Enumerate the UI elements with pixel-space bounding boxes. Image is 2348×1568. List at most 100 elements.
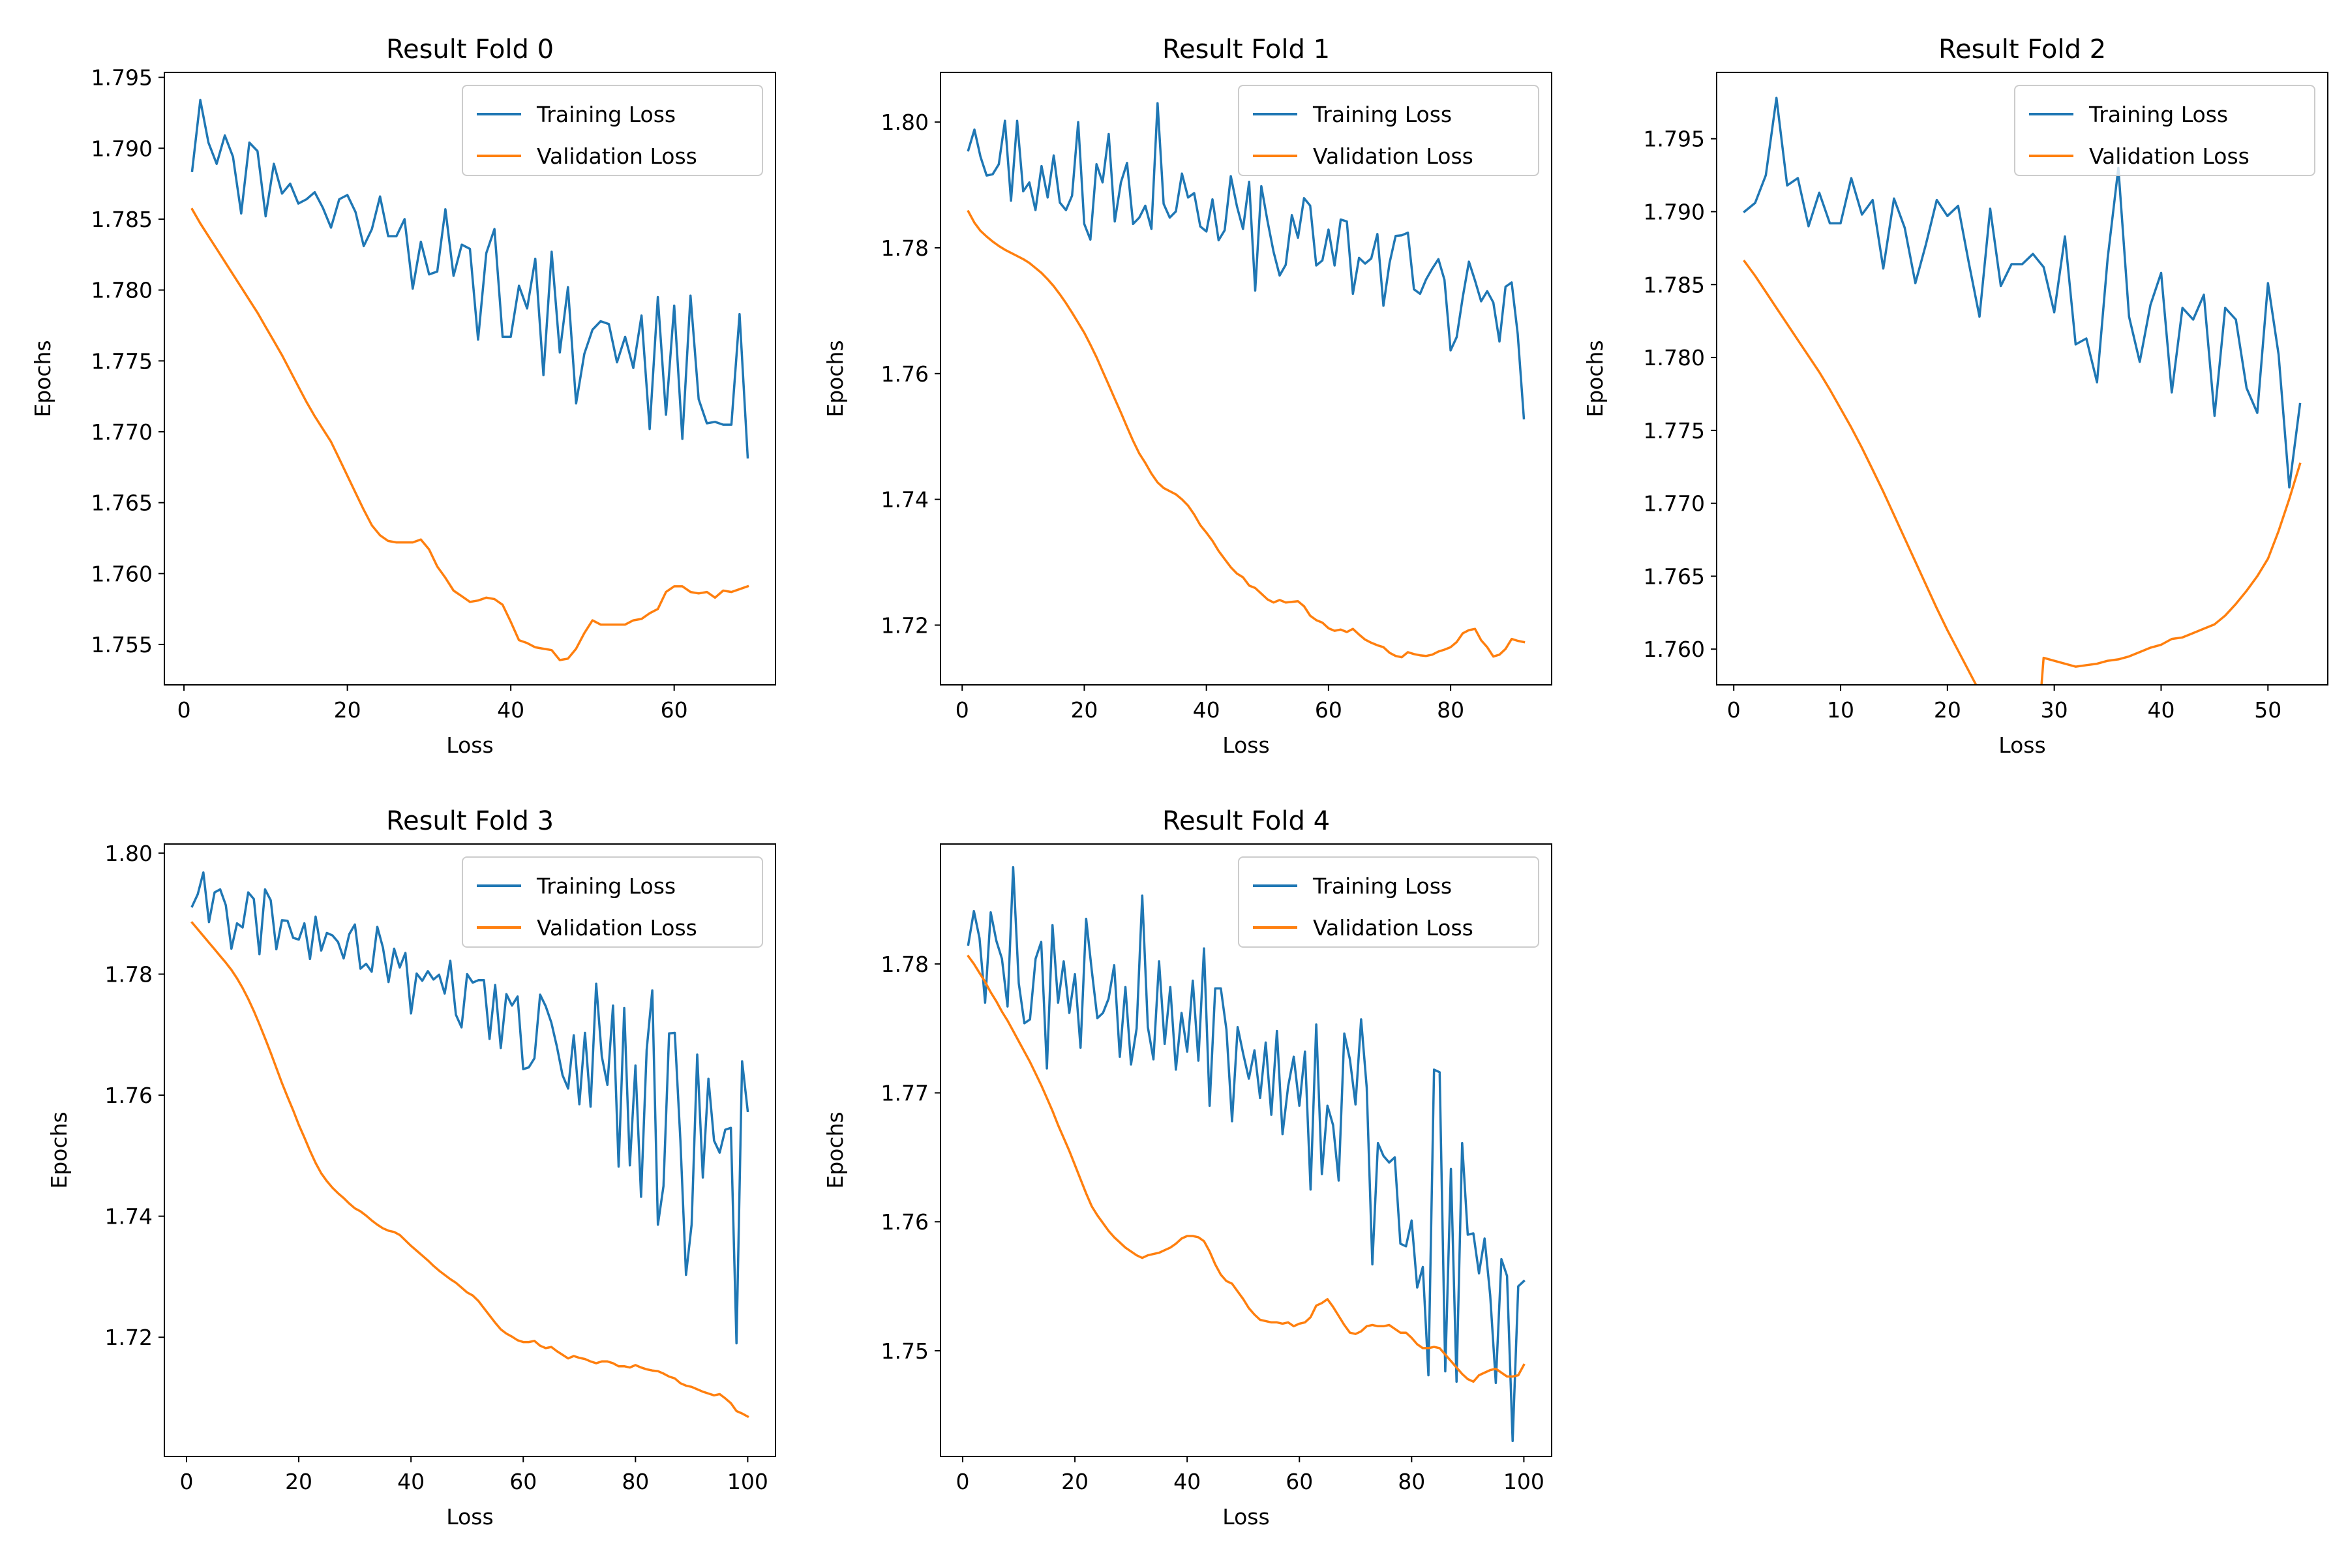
x-tick-label: 40 [2147, 697, 2175, 723]
x-tick-label: 10 [1827, 697, 1854, 723]
legend: Training Loss Validation Loss [1238, 85, 1539, 176]
legend: Training Loss Validation Loss [462, 85, 763, 176]
subplot-title: Result Fold 4 [1162, 806, 1330, 836]
x-axis-label: Loss [1222, 1504, 1269, 1530]
series-group [1743, 97, 2302, 685]
y-tick-label: 1.77 [881, 1081, 929, 1106]
y-tick-label: 1.790 [91, 136, 153, 161]
legend-entry: Training Loss [536, 873, 676, 899]
axes-frame [164, 72, 776, 686]
subplot-title: Result Fold 3 [386, 806, 554, 836]
y-tick-label: 1.75 [881, 1338, 929, 1364]
y-axis-label: Epochs [822, 340, 848, 417]
subplot-fold-1: 0 20 40 60 80 1.72 1.74 1.76 1.78 1.80 Result Fold… [822, 35, 1552, 758]
x-tick-label: 60 [661, 697, 688, 723]
y-axis-label: Epochs [822, 1111, 848, 1188]
y-tick-label: 1.790 [1644, 200, 1705, 225]
y-axis-label: Epochs [46, 1111, 72, 1188]
x-tick-label: 80 [1398, 1469, 1425, 1494]
legend-entry: Validation Loss [1313, 915, 1473, 941]
axes-frame [1716, 72, 2328, 686]
x-tick-label: 0 [179, 1469, 193, 1494]
legend: Training Loss Validation Loss [462, 856, 763, 948]
training-loss-line [190, 98, 749, 459]
y-axis-label: Epochs [30, 340, 55, 417]
y-tick-label: 1.775 [1644, 418, 1705, 444]
y-tick-label: 1.765 [1644, 564, 1705, 589]
training-loss-line [1743, 97, 2302, 489]
x-tick-label: 60 [509, 1469, 537, 1494]
x-axis-label: Loss [446, 732, 493, 758]
x-tick-label: 20 [285, 1469, 312, 1494]
x-tick-label: 20 [1061, 1469, 1089, 1494]
y-tick-label: 1.76 [105, 1083, 153, 1108]
subplot-title: Result Fold 2 [1938, 35, 2106, 65]
y-tick-label: 1.780 [1644, 345, 1705, 370]
legend-entry: Validation Loss [1313, 143, 1473, 169]
x-tick-label: 100 [1503, 1469, 1544, 1494]
y-tick-label: 1.785 [1644, 272, 1705, 297]
series-group [190, 871, 749, 1419]
x-tick-label: 0 [956, 697, 969, 723]
y-tick-label: 1.80 [105, 841, 153, 866]
series-group [967, 866, 1526, 1443]
legend-box [1238, 85, 1539, 176]
legend-entry: Training Loss [1312, 873, 1452, 899]
y-tick-label: 1.760 [1644, 637, 1705, 662]
x-tick-label: 40 [397, 1469, 425, 1494]
x-tick-label: 0 [177, 697, 191, 723]
subplot-title: Result Fold 0 [386, 35, 554, 65]
subplot-fold-2: 0 10 20 30 40 50 1.760 1.765 1.770 1.775 1.780 1.78… [1582, 35, 2328, 758]
x-tick-label: 40 [1193, 697, 1220, 723]
subplot-fold-4: 0 20 40 60 80 100 1.75 1.76 1.77 1.78 Result Fold … [822, 806, 1552, 1530]
legend-entry: Validation Loss [2089, 143, 2250, 169]
series-group [967, 102, 1526, 659]
x-tick-label: 0 [1727, 697, 1741, 723]
legend-box [462, 856, 763, 948]
validation-loss-line [190, 207, 749, 661]
legend-entry: Training Loss [536, 102, 676, 127]
y-tick-label: 1.755 [91, 632, 153, 657]
subplot-fold-3: 0 20 40 60 80 100 1.72 1.74 1.76 1.78 1.80 Result F… [46, 806, 776, 1530]
training-loss-line [967, 866, 1526, 1443]
x-tick-label: 20 [1934, 697, 1961, 723]
axes-frame [164, 843, 776, 1457]
validation-loss-line [190, 921, 749, 1419]
x-tick-label: 60 [1286, 1469, 1313, 1494]
legend-entry: Validation Loss [537, 143, 697, 169]
y-axis-label: Epochs [1582, 340, 1608, 417]
validation-loss-line [967, 954, 1526, 1383]
axes-frame [940, 72, 1552, 686]
y-tick-label: 1.785 [91, 207, 153, 232]
training-loss-line [190, 871, 749, 1345]
x-tick-label: 20 [1070, 697, 1098, 723]
y-tick-label: 1.775 [91, 348, 153, 374]
legend: Training Loss Validation Loss [2014, 85, 2315, 176]
y-tick-label: 1.78 [881, 952, 929, 977]
y-tick-label: 1.780 [91, 278, 153, 303]
y-tick-label: 1.72 [881, 612, 929, 638]
y-tick-label: 1.74 [881, 487, 929, 513]
x-tick-label: 40 [497, 697, 524, 723]
series-group [190, 98, 749, 661]
legend: Training Loss Validation Loss [1238, 856, 1539, 948]
x-axis-label: Loss [1998, 732, 2045, 758]
x-tick-label: 40 [1173, 1469, 1201, 1494]
y-tick-label: 1.795 [1644, 127, 1705, 152]
legend-entry: Validation Loss [537, 915, 697, 941]
y-tick-label: 1.770 [1644, 491, 1705, 517]
legend-box [2014, 85, 2315, 176]
y-tick-label: 1.795 [91, 65, 153, 91]
y-tick-label: 1.76 [881, 361, 929, 387]
x-axis-label: Loss [446, 1504, 493, 1530]
legend-box [1238, 856, 1539, 948]
x-tick-label: 80 [1437, 697, 1464, 723]
y-tick-label: 1.765 [91, 490, 153, 516]
training-loss-line [967, 102, 1526, 420]
legend-box [462, 85, 763, 176]
x-tick-label: 0 [956, 1469, 969, 1494]
legend-entry: Training Loss [2088, 102, 2228, 127]
y-tick-label: 1.760 [91, 561, 153, 586]
y-tick-label: 1.74 [105, 1204, 153, 1229]
